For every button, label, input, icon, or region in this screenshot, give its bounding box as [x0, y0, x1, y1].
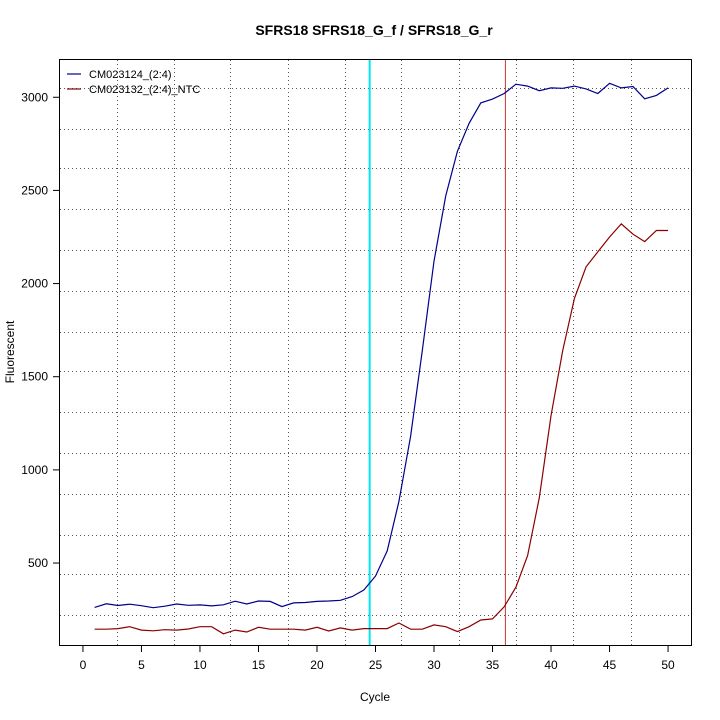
- plot-area-frame: [59, 59, 692, 646]
- legend-label-0: CM023124_(2:4): [89, 69, 172, 81]
- y-tick-label-3: 2000: [21, 277, 48, 291]
- y-tick-label-1: 1000: [21, 463, 48, 477]
- x-tick-label-6: 30: [427, 658, 441, 672]
- y-axis-label: Fluorescent: [3, 320, 17, 383]
- series-line-1: [94, 223, 669, 635]
- x-tick-label-10: 50: [661, 658, 675, 672]
- x-tick-label-8: 40: [544, 658, 558, 672]
- x-tick-label-4: 20: [310, 658, 324, 672]
- y-tick-label-5: 3000: [21, 90, 48, 104]
- x-tick-label-5: 25: [369, 658, 383, 672]
- x-tick-label-3: 15: [252, 658, 266, 672]
- x-tick-label-0: 0: [80, 658, 87, 672]
- legend: CM023124_(2:4) CM023132_(2:4)_NTC: [67, 69, 200, 96]
- grid-lines: [60, 60, 691, 645]
- chart-title: SFRS18 SFRS18_G_f / SFRS18_G_r: [255, 22, 493, 38]
- x-tick-label-7: 35: [486, 658, 500, 672]
- x-axis-label: Cycle: [360, 690, 390, 704]
- threshold-lines: [368, 60, 506, 645]
- y-axis: 500 1000 1500 2000 2500 3000: [21, 90, 60, 570]
- y-tick-label-0: 500: [28, 556, 48, 570]
- legend-label-1: CM023132_(2:4)_NTC: [89, 84, 200, 96]
- x-axis: 0 5 10 15 20 25 30 35 40 45 50: [80, 645, 675, 672]
- x-tick-label-1: 5: [138, 658, 145, 672]
- y-tick-label-2: 1500: [21, 370, 48, 384]
- data-series: [94, 82, 669, 635]
- x-tick-label-9: 45: [603, 658, 617, 672]
- series-line-0: [94, 82, 669, 609]
- x-tick-label-2: 10: [193, 658, 207, 672]
- y-tick-label-4: 2500: [21, 183, 48, 197]
